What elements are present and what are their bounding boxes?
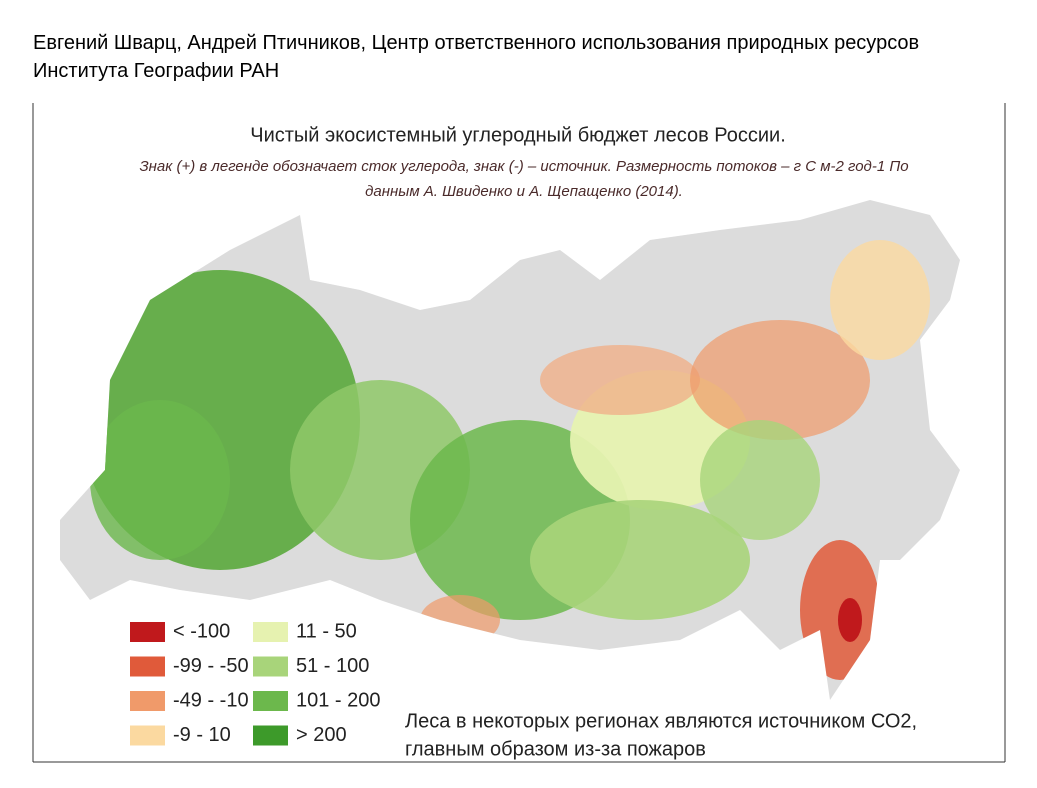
map-subtitle: Знак (+) в легенде обозначает сток углер… xyxy=(139,158,908,175)
legend-swatch xyxy=(130,656,165,677)
institute: Института Географии РАН xyxy=(33,60,280,82)
map-subtitle: данным А. Швиденко и А. Щепащенко (2014)… xyxy=(365,183,683,200)
legend-swatch xyxy=(130,691,165,711)
legend-swatch xyxy=(130,622,165,642)
map-title: Чистый экосистемный углеродный бюджет ле… xyxy=(250,124,786,146)
legend-swatch xyxy=(253,691,288,711)
legend-label: > 200 xyxy=(296,724,347,746)
legend-label: 11 - 50 xyxy=(296,620,357,642)
legend-label: < -100 xyxy=(173,620,230,642)
legend-swatch xyxy=(253,622,288,642)
legend-label: -49 - -10 xyxy=(173,689,249,711)
legend-label: 101 - 200 xyxy=(296,689,381,711)
legend-label: -9 - 10 xyxy=(173,724,231,746)
legend: < -100 -99 - -50 -49 - -10 -9 - 10 11 - 50 51… xyxy=(130,620,381,746)
map-note: главным образом из-за пожаров xyxy=(405,738,706,760)
legend-label: -99 - -50 xyxy=(173,655,249,677)
map-area xyxy=(60,200,960,700)
legend-swatch xyxy=(130,725,165,746)
map-note: Леса в некоторых регионах являются источ… xyxy=(405,710,917,732)
legend-swatch xyxy=(253,656,288,677)
legend-label: 51 - 100 xyxy=(296,655,369,677)
legend-swatch xyxy=(253,725,288,746)
authors: Евгений Шварц, Андрей Птичников, Центр о… xyxy=(33,32,920,54)
